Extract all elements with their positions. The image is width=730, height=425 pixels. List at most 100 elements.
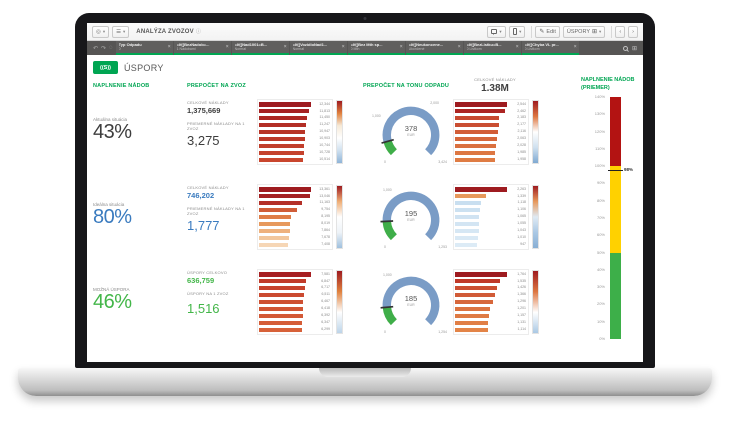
bar[interactable] <box>259 136 305 142</box>
bar[interactable] <box>455 306 491 312</box>
bar-chart-celkove-naklady-2[interactable]: 2,263 1,339 1,118 1,106 1,065 1,055 1,043 1,010… <box>453 184 529 250</box>
bar[interactable] <box>259 285 305 291</box>
bar-chart-celkove-naklady-1[interactable]: 2,544 2,462 2,183 2,177 2,116 2,063 2,028 1,985… <box>453 99 529 165</box>
bar[interactable] <box>259 214 291 220</box>
close-icon[interactable]: × <box>515 44 519 50</box>
kpi-value-idealna-situacia[interactable]: 80% <box>93 206 132 228</box>
bar[interactable] <box>455 200 481 206</box>
bar[interactable] <box>455 228 479 234</box>
bar[interactable] <box>455 272 507 277</box>
bar[interactable] <box>455 150 496 156</box>
bar-chart-uspory-zvoz[interactable]: 7,581 6,847 6,717 6,511 6,467 6,418 6,392 6,347… <box>257 269 333 335</box>
bar[interactable] <box>259 207 297 213</box>
bar[interactable] <box>259 299 304 305</box>
close-icon[interactable]: × <box>283 44 287 50</box>
bar-chart-naklady-zvoz-2[interactable]: 13,361 13,046 11,163 9,754 8,195 8,019 7,864 7,… <box>257 184 333 250</box>
bar[interactable] <box>455 313 489 319</box>
bar[interactable] <box>455 242 477 247</box>
metric-value[interactable]: 1,375,669 <box>187 106 221 115</box>
bar[interactable] <box>259 193 310 199</box>
bar[interactable] <box>259 221 291 227</box>
sheet-selector[interactable]: ÚSPORY ⊞ ▾ <box>562 25 606 38</box>
bar[interactable] <box>259 157 304 162</box>
metric-value[interactable]: 1,516 <box>187 301 220 316</box>
filter-chip-typ-odpadu[interactable]: Typ Odpadu 0 × <box>115 41 173 55</box>
bar[interactable] <box>259 122 307 128</box>
close-icon[interactable]: × <box>341 44 345 50</box>
bar[interactable] <box>259 200 303 206</box>
metric-value[interactable]: 1,777 <box>187 218 220 233</box>
bar[interactable] <box>455 221 480 227</box>
bar[interactable] <box>455 129 499 135</box>
bar[interactable] <box>455 122 500 128</box>
lasso-icon[interactable]: ◌ <box>109 45 113 51</box>
gauge-chart-3[interactable]: 185 EUR 0 1,254 1,000 <box>371 270 451 338</box>
filter-chip-nad100[interactable]: =If([Nad1001=B... Normal × <box>231 41 289 55</box>
bar[interactable] <box>455 157 495 162</box>
bar[interactable] <box>259 102 311 107</box>
bar[interactable] <box>259 292 304 298</box>
bar[interactable] <box>259 115 308 121</box>
filter-chip-bezlistku[interactable]: =If([BezListku=B... 0 Listkom × <box>463 41 521 55</box>
search-icon[interactable] <box>622 45 628 51</box>
bar[interactable] <box>455 143 497 149</box>
filter-chip-bez-mth[interactable]: =If([Bez Mth sp... 0 Mth × <box>347 41 405 55</box>
metric-value[interactable]: 636,759 <box>187 276 215 285</box>
bar[interactable] <box>455 278 501 284</box>
bar[interactable] <box>259 306 303 312</box>
filter-chip-beznadob[interactable]: =If([BezNadob=... 1 Nádobami × <box>173 41 231 55</box>
bar[interactable] <box>455 102 507 107</box>
comments-button[interactable]: ▾ <box>487 25 506 38</box>
bar[interactable] <box>259 235 289 241</box>
bar[interactable] <box>259 150 305 156</box>
undo-icon[interactable]: ↶ <box>93 45 99 52</box>
bar[interactable] <box>455 320 489 326</box>
bar[interactable] <box>259 327 303 332</box>
bar[interactable] <box>259 272 311 277</box>
close-icon[interactable]: × <box>573 44 577 50</box>
navigation-menu-button[interactable]: ☰ ▾ <box>112 25 130 38</box>
bar[interactable] <box>455 136 498 142</box>
kpi-celkove-naklady[interactable]: CELKOVÉ NÁKLADY 1.38M <box>453 77 537 94</box>
metric-value[interactable]: 3,275 <box>187 133 220 148</box>
previous-sheet-button[interactable]: ‹ <box>615 25 626 38</box>
bar[interactable] <box>259 108 309 114</box>
bar[interactable] <box>259 278 306 284</box>
gauge-chart-1[interactable]: 378 EUR 0 3,424 1,000 2,000 <box>371 100 451 168</box>
bar-chart-celkove-naklady-3[interactable]: 1,764 1,535 1,426 1,366 1,296 1,201 1,157 1,131… <box>453 269 529 335</box>
bar[interactable] <box>455 292 496 298</box>
next-sheet-button[interactable]: › <box>628 25 638 38</box>
close-icon[interactable]: × <box>167 44 171 50</box>
bar[interactable] <box>259 228 290 234</box>
selections-tool-icon[interactable]: ⊞ <box>631 45 637 52</box>
bar[interactable] <box>455 207 481 213</box>
filter-chip-vozidlonad[interactable]: =If([VozidloNad1... Normal × <box>289 41 347 55</box>
device-preview-button[interactable]: ▾ <box>508 25 526 38</box>
bar[interactable] <box>455 235 479 241</box>
gauge-chart-2[interactable]: 195 EUR 0 1,253 1,000 <box>371 185 451 253</box>
bar-chart-naklady-zvoz-1[interactable]: 12,344 11,813 11,450 11,247 10,947 10,903 10,7… <box>257 99 333 165</box>
bar[interactable] <box>259 129 305 135</box>
filter-chip-chyba-vl[interactable]: =If([Chyba VL pr... 0 Listkom × <box>521 41 579 55</box>
close-icon[interactable]: × <box>225 44 229 50</box>
kpi-value-mozna-uspora[interactable]: 46% <box>93 291 132 313</box>
bar[interactable] <box>455 187 507 192</box>
vertical-gauge-naplnenie[interactable]: 140% 130% 120% 110% 100% 90% 80% 70% 60% 50% 40% 30… <box>581 95 643 341</box>
bar[interactable] <box>259 143 305 149</box>
bar[interactable] <box>259 242 288 247</box>
bar[interactable] <box>455 115 500 121</box>
bar[interactable] <box>259 313 303 319</box>
bar[interactable] <box>259 187 311 192</box>
bar[interactable] <box>455 327 488 332</box>
close-icon[interactable]: × <box>399 44 403 50</box>
edit-button[interactable]: ✎ Edit <box>535 25 560 38</box>
bar[interactable] <box>455 214 480 220</box>
bar[interactable] <box>455 108 506 114</box>
metric-value[interactable]: 746,202 <box>187 191 215 200</box>
kpi-value-aktualna-situacia[interactable]: 43% <box>93 121 132 143</box>
redo-icon[interactable]: ↷ <box>101 45 107 52</box>
bar[interactable] <box>259 320 303 326</box>
bar[interactable] <box>455 299 494 305</box>
bar[interactable] <box>455 193 486 199</box>
global-menu-button[interactable]: ◎ ▾ <box>92 25 110 38</box>
